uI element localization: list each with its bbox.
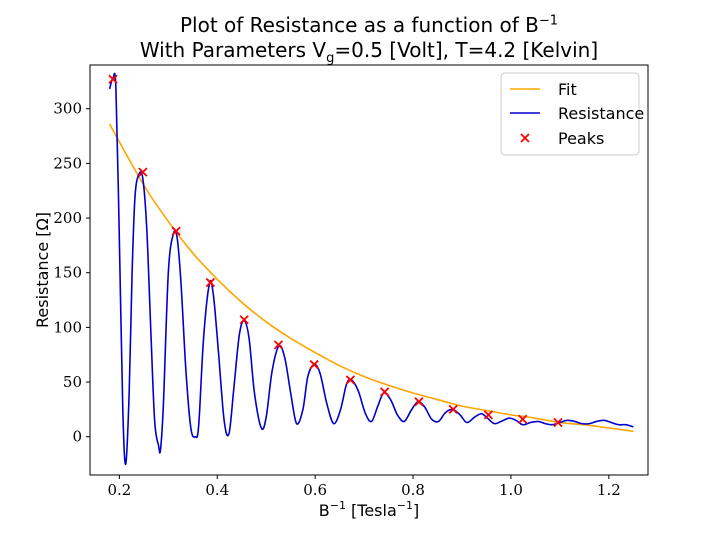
y-tick-label: 250	[53, 154, 82, 172]
y-axis-ticks: 0 50 100 150 200 250 300	[53, 100, 90, 446]
y-tick-label: 300	[53, 100, 82, 118]
peak-marker	[205, 277, 216, 288]
peak-marker	[239, 315, 249, 325]
legend-peaks-swatch	[520, 133, 530, 143]
peak-marker	[483, 410, 494, 420]
y-tick-label: 200	[53, 209, 82, 227]
chart-title-line1: Plot of Resistance as a function of B−1	[179, 13, 559, 37]
y-tick-label: 150	[53, 264, 82, 282]
peak-marker	[414, 397, 424, 407]
peak-marker	[273, 340, 284, 350]
peak-marker	[448, 404, 458, 415]
x-tick-label: 0.6	[303, 481, 327, 499]
peak-marker	[345, 375, 356, 385]
x-axis-ticks: 0.2 0.4 0.6 0.8 1.0 1.2	[107, 475, 621, 499]
resistance-series-group	[108, 72, 634, 465]
peaks-series-group	[108, 74, 563, 428]
legend-fit-label: Fit	[558, 80, 577, 99]
legend-peaks-label: Peaks	[558, 129, 604, 148]
fit-line	[108, 123, 634, 433]
x-tick-label: 0.8	[401, 481, 425, 499]
peak-marker	[138, 167, 148, 177]
y-tick-label: 100	[53, 318, 82, 336]
y-tick-label: 50	[63, 373, 82, 391]
chart-title-line2: With Parameters Vg=0.5 [Volt], T=4.2 [Ke…	[139, 38, 599, 66]
legend-box	[500, 72, 640, 156]
peak-marker	[108, 74, 118, 84]
peak-marker	[309, 359, 319, 370]
y-axis-label: Resistance [Ω]	[33, 212, 52, 328]
x-axis-label: B−1 [Tesla−1]	[319, 499, 419, 520]
fit-series-group	[108, 123, 634, 433]
legend-resistance-label: Resistance	[558, 104, 644, 123]
y-tick-label: 0	[72, 428, 82, 446]
legend: Fit Resistance Peaks	[500, 72, 644, 156]
peak-marker	[171, 226, 181, 236]
x-tick-label: 0.4	[205, 481, 229, 499]
x-tick-label: 0.2	[107, 481, 131, 499]
legend-peak-cross	[520, 133, 530, 143]
x-tick-label: 1.2	[597, 481, 621, 499]
resistance-line	[108, 72, 634, 465]
plot-frame	[89, 64, 649, 476]
x-tick-label: 1.0	[499, 481, 523, 499]
peak-marker	[380, 387, 390, 397]
peak-marker	[553, 417, 563, 428]
peak-marker	[518, 414, 528, 424]
